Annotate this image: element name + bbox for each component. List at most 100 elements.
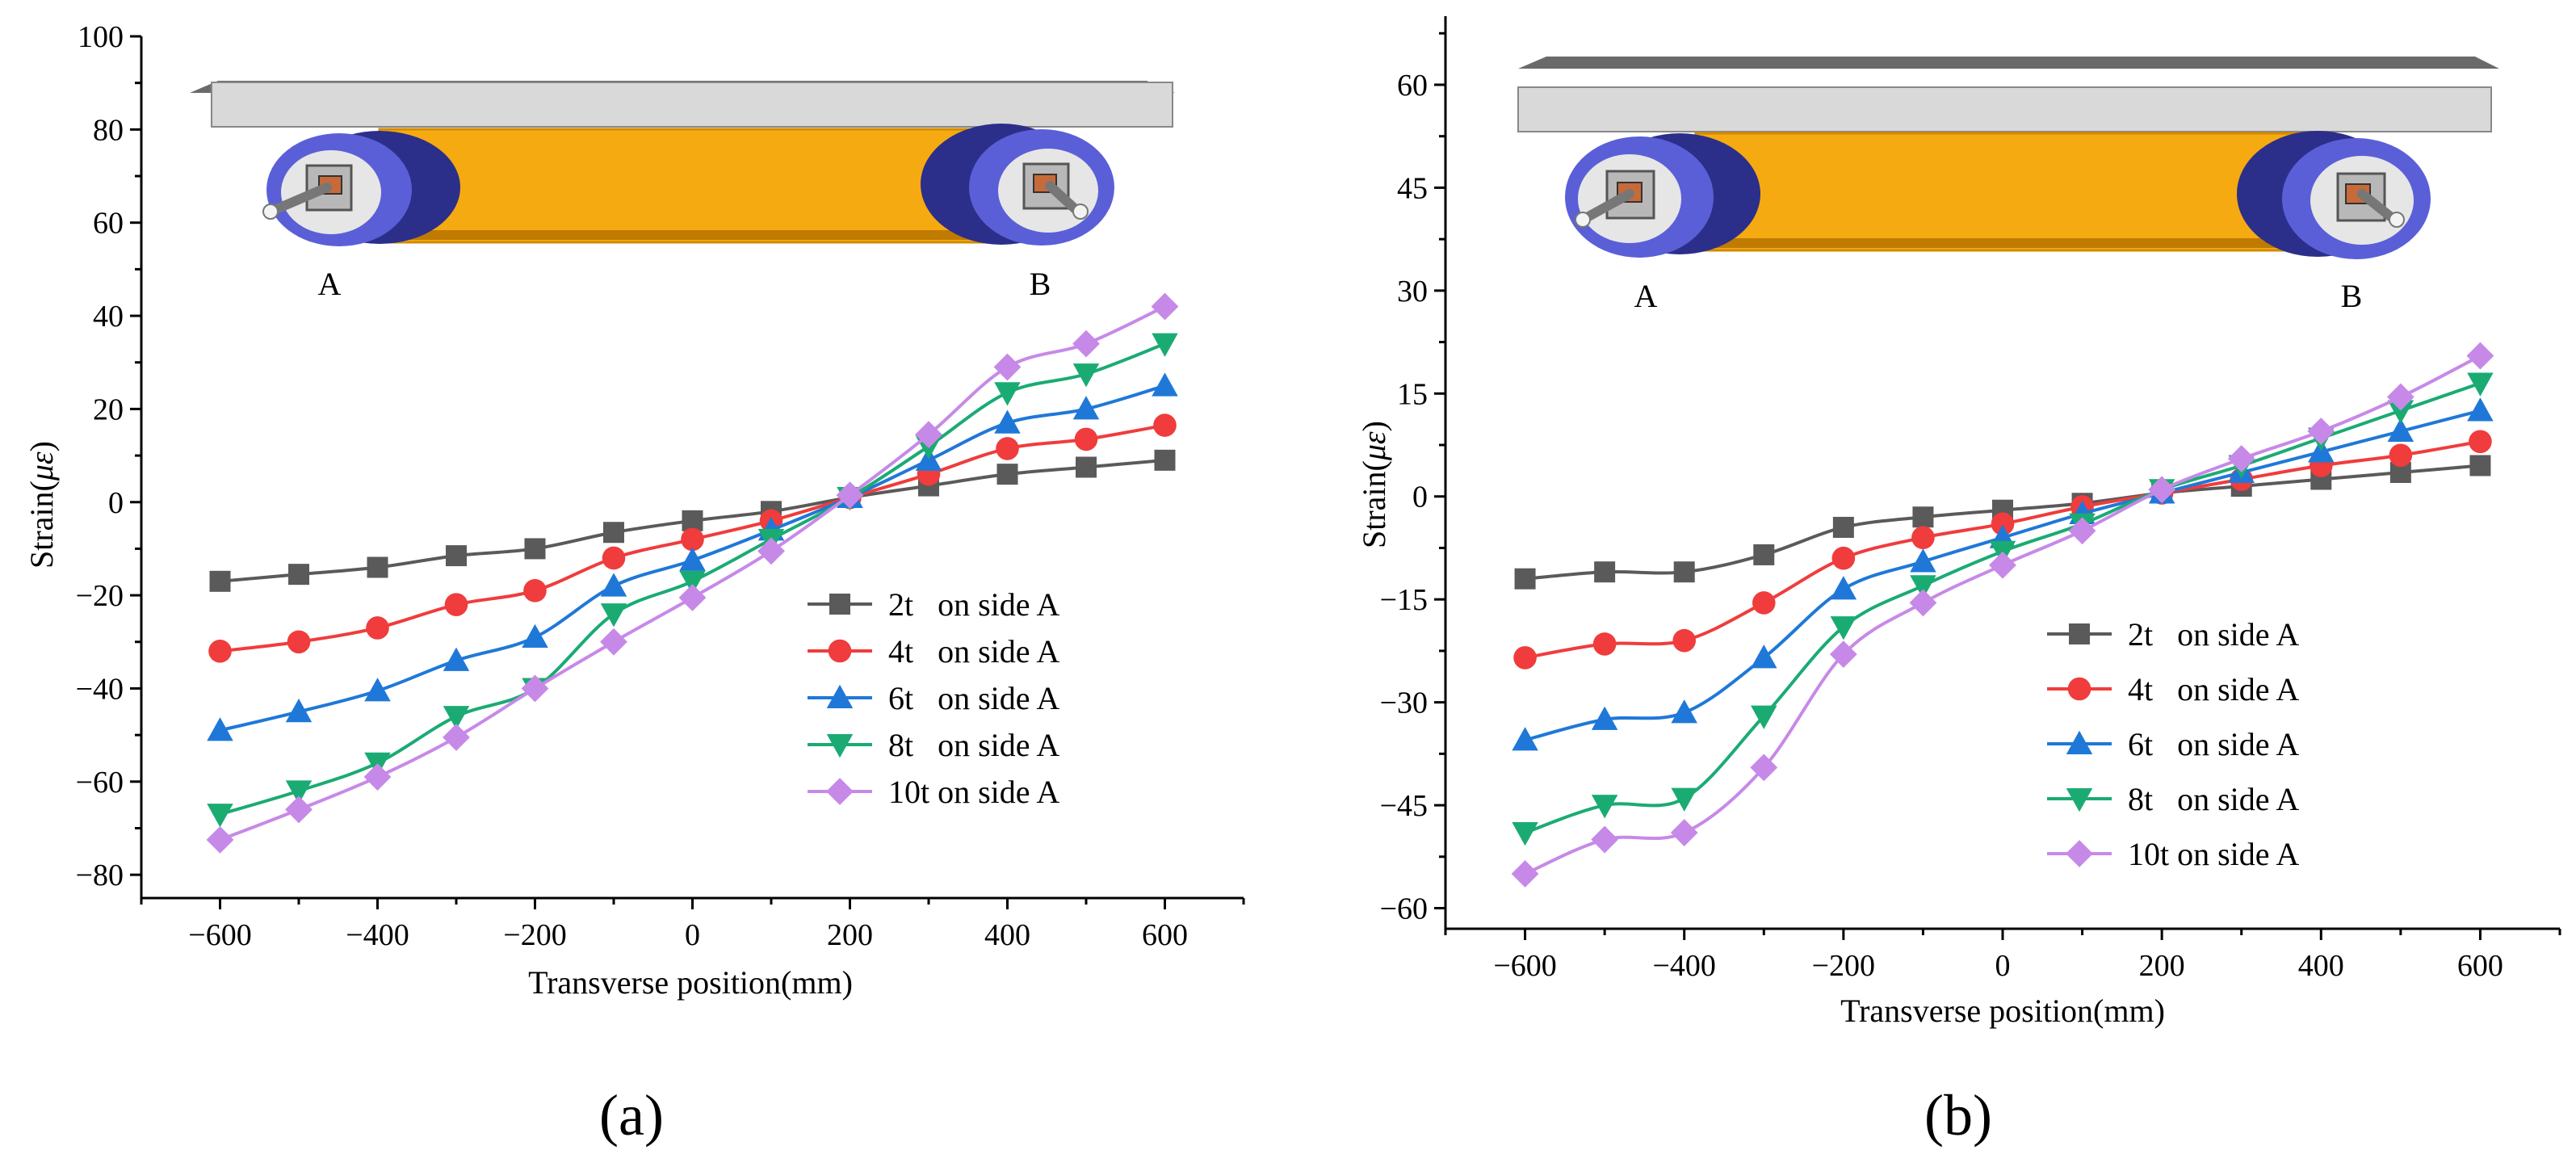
data-point	[1154, 449, 1176, 471]
data-point	[1074, 427, 1098, 451]
girder	[378, 128, 995, 244]
data-point	[2467, 372, 2494, 397]
y-tick-label: −40	[76, 672, 124, 706]
legend-marker	[826, 684, 854, 708]
x-tick-label: −600	[1493, 949, 1556, 983]
legend-marker	[829, 594, 850, 615]
y-tick-label: 0	[108, 486, 124, 520]
plot-area-b	[1511, 342, 2494, 888]
data-point	[994, 382, 1021, 406]
bearing-a	[262, 131, 460, 246]
y-tick-label: −20	[76, 579, 124, 613]
bearing-b	[2237, 131, 2431, 259]
data-point	[285, 795, 313, 824]
plot-area-a	[206, 292, 1179, 854]
inset-label-a: A	[318, 266, 342, 302]
data-point	[679, 547, 706, 571]
bearing-b-rod-end	[2389, 212, 2405, 228]
bearing-a-rod-end	[262, 204, 279, 220]
legend-label: 4t on side A	[2128, 671, 2299, 707]
series-line	[1524, 381, 2482, 834]
inset-illustration: A B	[1517, 57, 2499, 314]
data-point	[287, 630, 311, 654]
axes-a: −600 −400 −200 0 200 400 600−80−60−40−20020406…	[76, 20, 1245, 952]
legend-marker	[2066, 730, 2093, 754]
data-point	[443, 647, 470, 671]
y-axis-title-a-suffix: )	[23, 441, 60, 451]
data-point	[682, 510, 703, 531]
panel-a: A B −600 −400 −200 0 200 400 600−80−60−40−2002…	[23, 20, 1245, 1148]
data-point	[1151, 292, 1179, 321]
data-point	[1513, 646, 1537, 670]
y-tick-label: −30	[1380, 686, 1428, 720]
x-tick-label: 200	[827, 918, 873, 952]
data-point	[757, 537, 785, 565]
data-point	[2469, 430, 2492, 454]
y-tick-label: 15	[1397, 377, 1428, 411]
data-point	[603, 522, 624, 544]
x-tick-label: −200	[503, 918, 566, 952]
data-point	[1909, 589, 1937, 617]
data-point	[2307, 418, 2335, 445]
x-axis-title-a: Transverse position(mm)	[528, 964, 853, 1001]
data-point	[443, 706, 470, 730]
y-tick-label: 60	[93, 207, 124, 241]
data-point	[521, 674, 549, 703]
legend-label: 2t on side A	[888, 586, 1059, 623]
plate-top-edge	[1518, 57, 2499, 69]
data-point	[1751, 705, 1777, 729]
data-point	[1750, 754, 1778, 782]
data-point	[522, 623, 548, 649]
inset-label-a: A	[1634, 278, 1658, 314]
legend-label: 4t on side A	[888, 633, 1059, 670]
data-point	[602, 546, 626, 570]
data-point	[444, 593, 468, 616]
data-point	[1673, 561, 1695, 583]
data-point	[1671, 699, 1697, 724]
data-point	[1830, 616, 1857, 640]
data-point	[366, 616, 389, 640]
plate	[1517, 86, 2492, 132]
bearing-a-rod	[1578, 189, 1634, 225]
data-point	[443, 724, 470, 751]
data-point	[206, 826, 234, 854]
data-point	[600, 603, 627, 628]
bearing-b-rod	[2357, 189, 2399, 225]
data-point	[679, 570, 706, 595]
data-point	[1514, 568, 1536, 590]
x-tick-label: −200	[1812, 949, 1875, 983]
data-point	[1910, 548, 1936, 573]
data-point	[446, 545, 467, 567]
data-point	[1989, 551, 2016, 579]
x-tick-label: 400	[2298, 949, 2344, 983]
inset-illustration: A B	[190, 81, 1175, 302]
bearing-b-rod-end	[1072, 204, 1089, 220]
y-tick-label: −60	[76, 766, 124, 800]
data-point	[2467, 397, 2494, 422]
legend-marker	[2069, 623, 2090, 644]
y-tick-label: 80	[93, 113, 124, 147]
data-point	[1829, 640, 1857, 669]
data-point	[1072, 396, 1100, 420]
y-tick-label: 20	[93, 392, 124, 426]
x-tick-label: 600	[2457, 949, 2503, 983]
data-point	[2389, 443, 2413, 468]
y-tick-label: 45	[1397, 171, 1428, 205]
y-axis-title-b: Strain(με)	[1356, 421, 1392, 548]
data-point	[1591, 825, 1619, 854]
data-point	[915, 421, 942, 449]
data-point	[996, 464, 1018, 485]
data-point	[1072, 363, 1100, 388]
data-point	[1830, 576, 1857, 600]
data-point	[1153, 413, 1177, 437]
y-tick-label: 60	[1397, 69, 1428, 103]
legend-marker	[826, 734, 854, 758]
y-axis-title-a-prefix: Strain(	[23, 481, 60, 569]
y-tick-label: 0	[1412, 481, 1428, 514]
data-point	[600, 573, 627, 597]
data-point	[524, 538, 546, 560]
data-point	[2148, 476, 2176, 504]
inset-label-b: B	[1030, 266, 1051, 302]
data-point	[1591, 706, 1618, 730]
y-tick-label: −60	[1380, 892, 1428, 926]
